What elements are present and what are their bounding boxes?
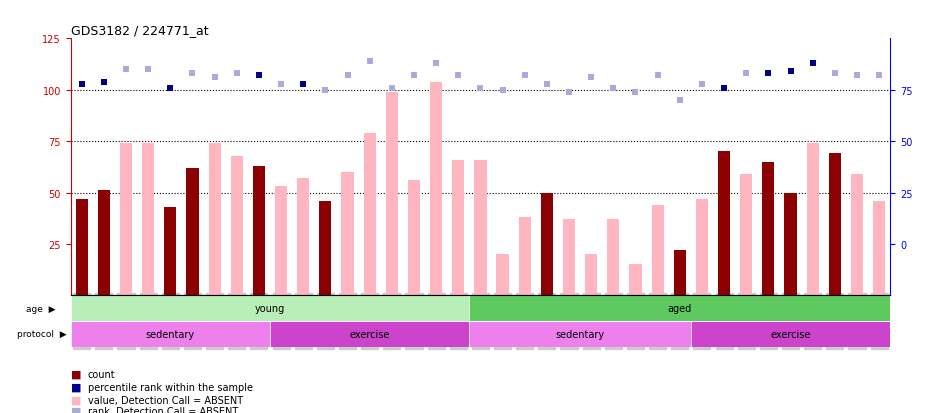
Bar bbox=[385, 93, 398, 296]
Bar bbox=[496, 254, 509, 296]
Bar bbox=[829, 154, 841, 296]
Bar bbox=[762, 162, 774, 296]
Bar bbox=[319, 201, 332, 296]
Bar bbox=[785, 193, 797, 296]
Bar bbox=[674, 250, 686, 296]
Bar bbox=[75, 199, 88, 296]
Text: sedentary: sedentary bbox=[556, 329, 605, 339]
Bar bbox=[696, 199, 708, 296]
Bar bbox=[430, 82, 442, 296]
Bar bbox=[608, 220, 620, 296]
Bar bbox=[851, 175, 863, 296]
Bar bbox=[519, 218, 530, 296]
Bar bbox=[469, 321, 690, 347]
Text: value, Detection Call = ABSENT: value, Detection Call = ABSENT bbox=[88, 395, 243, 405]
Bar bbox=[252, 166, 265, 296]
Bar bbox=[690, 321, 890, 347]
Bar bbox=[740, 175, 753, 296]
Bar bbox=[275, 187, 287, 296]
Text: sedentary: sedentary bbox=[146, 329, 195, 339]
Bar bbox=[71, 296, 469, 321]
Text: exercise: exercise bbox=[771, 329, 811, 339]
Bar bbox=[563, 220, 576, 296]
Bar bbox=[408, 181, 420, 296]
Text: exercise: exercise bbox=[349, 329, 390, 339]
Text: ■: ■ bbox=[71, 395, 81, 405]
Bar bbox=[71, 321, 270, 347]
Text: aged: aged bbox=[668, 304, 691, 313]
Bar bbox=[652, 205, 664, 296]
Bar bbox=[208, 144, 220, 296]
Text: age  ▶: age ▶ bbox=[25, 304, 55, 313]
Text: ■: ■ bbox=[71, 382, 81, 392]
Text: ■: ■ bbox=[71, 369, 81, 379]
Bar bbox=[120, 144, 132, 296]
Bar bbox=[270, 321, 469, 347]
Bar bbox=[585, 254, 597, 296]
Bar bbox=[629, 265, 642, 296]
Bar bbox=[452, 160, 464, 296]
Text: rank, Detection Call = ABSENT: rank, Detection Call = ABSENT bbox=[88, 406, 238, 413]
Bar bbox=[873, 201, 885, 296]
Bar bbox=[718, 152, 730, 296]
Text: ■: ■ bbox=[71, 406, 81, 413]
Bar bbox=[806, 144, 819, 296]
Text: percentile rank within the sample: percentile rank within the sample bbox=[88, 382, 252, 392]
Text: count: count bbox=[88, 369, 115, 379]
Bar bbox=[364, 133, 376, 296]
Bar bbox=[98, 191, 110, 296]
Bar bbox=[541, 193, 553, 296]
Bar bbox=[164, 207, 176, 296]
Bar bbox=[297, 179, 309, 296]
Bar bbox=[231, 156, 243, 296]
Text: protocol  ▶: protocol ▶ bbox=[17, 330, 67, 339]
Bar bbox=[475, 160, 486, 296]
Bar bbox=[187, 169, 199, 296]
Text: young: young bbox=[255, 304, 285, 313]
Text: GDS3182 / 224771_at: GDS3182 / 224771_at bbox=[71, 24, 208, 37]
Bar bbox=[142, 144, 154, 296]
Bar bbox=[341, 173, 353, 296]
Bar bbox=[469, 296, 890, 321]
